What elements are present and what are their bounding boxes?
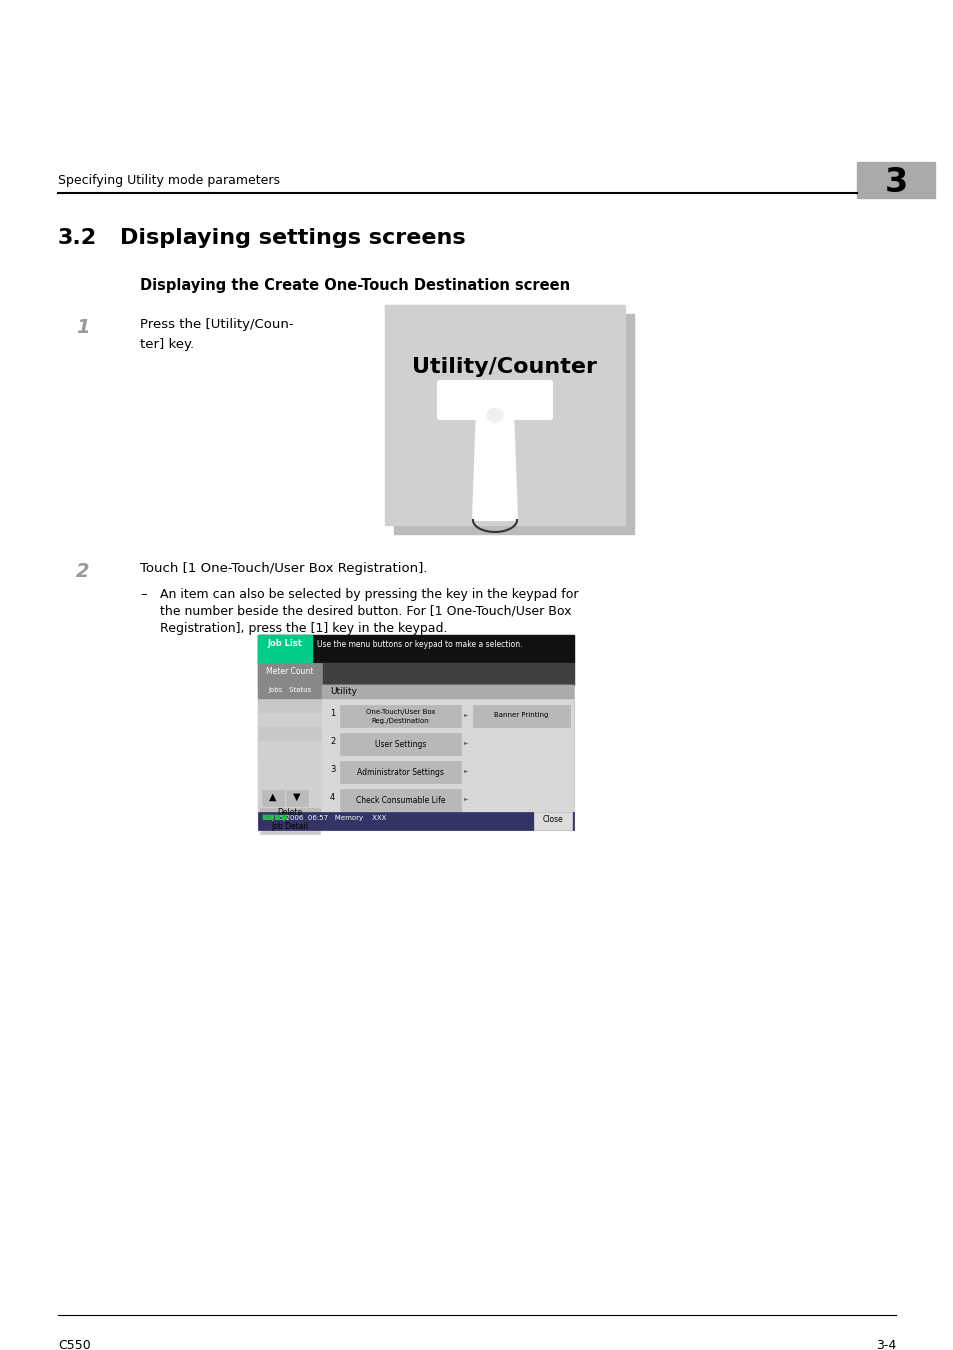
Text: 2: 2 — [330, 737, 335, 747]
Text: Job Detail: Job Detail — [272, 822, 308, 832]
Text: ►: ► — [463, 740, 467, 745]
Text: 3-4: 3-4 — [875, 1339, 895, 1350]
Text: Delete: Delete — [277, 809, 302, 817]
Polygon shape — [473, 410, 517, 520]
Text: ►: ► — [463, 768, 467, 774]
Bar — [322, 684, 574, 699]
Bar — [339, 733, 460, 755]
Text: 2: 2 — [76, 562, 90, 580]
Text: –: – — [140, 589, 147, 601]
Text: 1: 1 — [76, 319, 90, 338]
Bar — [257, 634, 574, 830]
Bar — [262, 790, 284, 806]
Text: An item can also be selected by pressing the key in the keypad for: An item can also be selected by pressing… — [160, 589, 578, 601]
Text: Meter Count: Meter Count — [266, 667, 314, 676]
Bar — [339, 705, 460, 728]
Text: Displaying the Create One-Touch Destination screen: Displaying the Create One-Touch Destinat… — [140, 278, 570, 293]
Text: ■■■■: ■■■■ — [261, 814, 287, 819]
Text: Utility: Utility — [330, 687, 356, 697]
Bar — [260, 809, 319, 819]
Text: ▲: ▲ — [269, 792, 276, 802]
Bar — [473, 705, 569, 728]
Text: Banner Printing: Banner Printing — [494, 711, 548, 718]
Text: Close: Close — [542, 815, 563, 824]
Bar — [257, 811, 574, 830]
Bar — [286, 790, 308, 806]
Ellipse shape — [480, 402, 509, 424]
Text: ►: ► — [463, 796, 467, 801]
Text: 1: 1 — [330, 709, 335, 718]
Text: Reg./Destination: Reg./Destination — [371, 718, 429, 724]
Text: ►: ► — [463, 711, 467, 717]
Bar — [339, 761, 460, 783]
Text: Use the menu buttons or keypad to make a selection.: Use the menu buttons or keypad to make a… — [316, 640, 522, 649]
Text: ter] key.: ter] key. — [140, 338, 193, 351]
Bar — [322, 684, 574, 811]
Bar — [534, 811, 572, 830]
Bar — [385, 305, 624, 525]
Bar — [257, 728, 322, 741]
Bar — [257, 684, 322, 699]
Bar — [257, 713, 322, 728]
Ellipse shape — [486, 408, 502, 423]
Bar — [260, 822, 319, 834]
Bar — [257, 684, 322, 811]
Bar — [257, 699, 322, 713]
Bar — [257, 663, 574, 684]
Text: User Settings: User Settings — [375, 740, 426, 749]
Text: ▼: ▼ — [293, 792, 300, 802]
FancyBboxPatch shape — [437, 381, 552, 418]
Text: C550: C550 — [58, 1339, 91, 1350]
Text: Press the [Utility/Coun-: Press the [Utility/Coun- — [140, 319, 294, 331]
Bar — [394, 315, 634, 535]
Bar — [257, 663, 322, 684]
Bar — [257, 634, 312, 663]
Text: 12/26/2006  06:57   Memory    XXX: 12/26/2006 06:57 Memory XXX — [263, 815, 386, 821]
Text: Check Consumable Life: Check Consumable Life — [355, 796, 445, 805]
Text: Specifying Utility mode parameters: Specifying Utility mode parameters — [58, 174, 280, 188]
Text: One-Touch/User Box: One-Touch/User Box — [365, 709, 435, 716]
Text: Job List: Job List — [267, 639, 302, 648]
Bar — [339, 788, 460, 811]
Bar — [257, 634, 574, 663]
Text: 4: 4 — [330, 792, 335, 802]
Text: 3: 3 — [330, 765, 335, 774]
Text: the number beside the desired button. For [1 One-Touch/User Box: the number beside the desired button. Fo… — [160, 605, 571, 618]
Text: Jobs   Status: Jobs Status — [268, 687, 312, 693]
Bar — [257, 741, 322, 755]
Text: 3: 3 — [883, 166, 906, 198]
Text: 3.2: 3.2 — [58, 228, 97, 248]
Text: Registration], press the [1] key in the keypad.: Registration], press the [1] key in the … — [160, 622, 447, 634]
Text: Administrator Settings: Administrator Settings — [356, 768, 443, 778]
Text: Touch [1 One-Touch/User Box Registration].: Touch [1 One-Touch/User Box Registration… — [140, 562, 427, 575]
Text: Displaying settings screens: Displaying settings screens — [120, 228, 465, 248]
Text: Utility/Counter: Utility/Counter — [412, 356, 597, 377]
Bar — [856, 162, 934, 198]
